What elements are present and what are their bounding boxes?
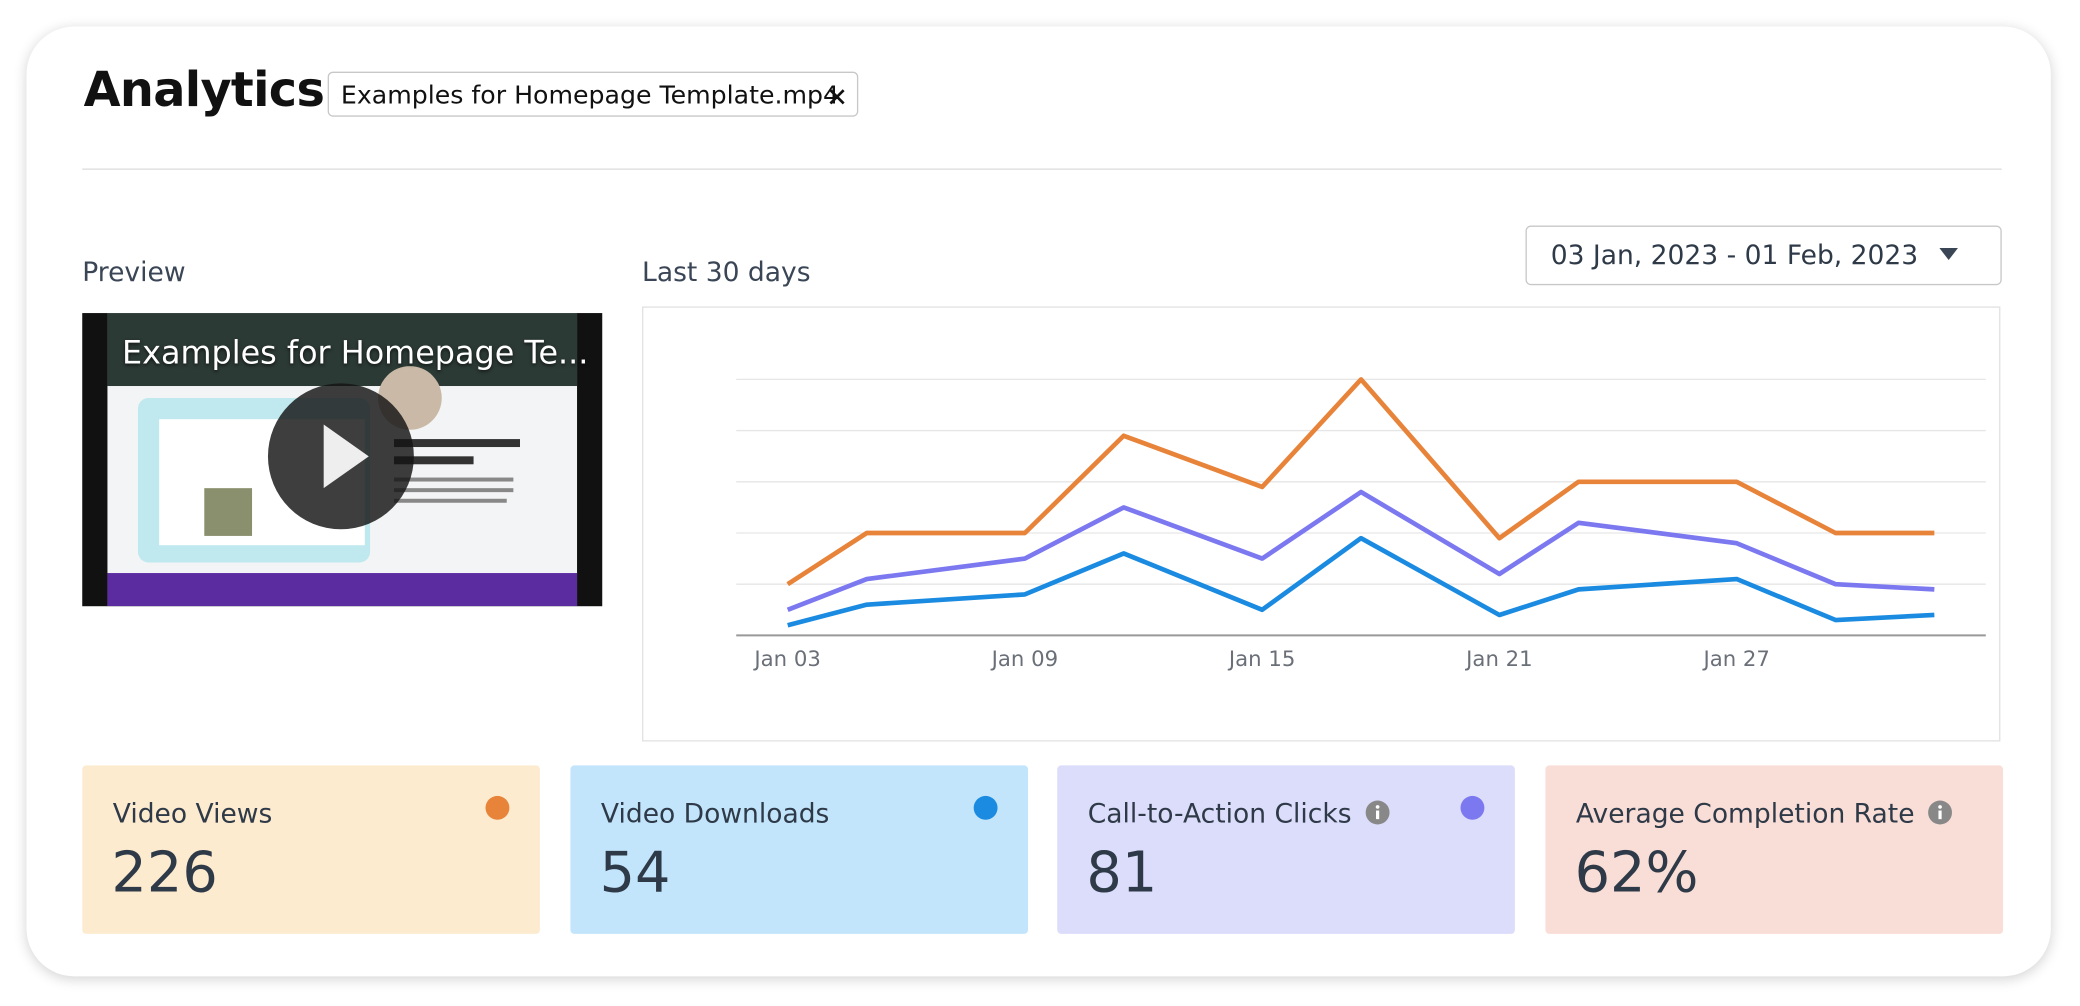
- legend-dot: [973, 795, 998, 820]
- stat-card: Video Views 226: [82, 765, 540, 934]
- preview-label: Preview: [82, 256, 186, 288]
- stat-card: Average Completion Rate 62%: [1545, 765, 2004, 934]
- chart-label: Last 30 days: [642, 256, 811, 288]
- stat-card: Video Downloads 54: [570, 765, 1029, 934]
- divider: [82, 168, 2002, 170]
- stat-label: Video Views: [112, 797, 273, 830]
- dropdown-caret: [1939, 248, 1958, 260]
- info-icon[interactable]: [1927, 800, 1952, 825]
- video-thumbnail: [107, 313, 578, 607]
- file-tag[interactable]: Examples for Homepage Template.mp4: [327, 71, 859, 117]
- x-tick-label: Jan 03: [752, 647, 820, 672]
- series-line: [786, 489, 1935, 612]
- info-icon[interactable]: [1365, 800, 1390, 825]
- x-tick-label: Jan 09: [990, 647, 1058, 672]
- x-tick-label: Jan 21: [1464, 647, 1532, 672]
- video-title: Examples for Homepage Te...: [122, 334, 589, 372]
- line-chart: Jan 03 Jan 09 Jan 15 Jan 21 Jan 27: [736, 377, 1986, 672]
- stat-label: Average Completion Rate: [1575, 797, 1915, 830]
- series-line: [786, 377, 1935, 587]
- stat-label: Call-to-Action Clicks: [1087, 797, 1352, 830]
- stat-value: 226: [111, 839, 218, 905]
- series-line: [787, 535, 1935, 628]
- stat-value: 54: [599, 839, 671, 905]
- stat-value: 81: [1086, 839, 1158, 905]
- stat-card: Call-to-Action Clicks 81: [1057, 765, 1515, 934]
- date-range-text: 03 Jan, 2023 - 01 Feb, 2023: [1550, 238, 1919, 271]
- x-tick-label: Jan 27: [1701, 647, 1769, 672]
- video-preview[interactable]: Examples for Homepage Te...: [82, 313, 603, 607]
- stat-value: 62%: [1574, 839, 1699, 905]
- date-range-dropdown[interactable]: 03 Jan, 2023 - 01 Feb, 2023: [1525, 225, 2002, 286]
- legend-dot: [1460, 795, 1485, 820]
- page-title: Analytics: [83, 63, 325, 119]
- x-tick-label: Jan 15: [1227, 647, 1295, 672]
- legend-dot: [485, 795, 510, 820]
- file-tag-text: Examples for Homepage Template.mp4: [340, 80, 840, 111]
- close-icon[interactable]: [828, 88, 847, 107]
- stat-label: Video Downloads: [600, 797, 830, 830]
- chart-panel: Jan 03 Jan 09 Jan 15 Jan 21 Jan 27: [642, 306, 2001, 742]
